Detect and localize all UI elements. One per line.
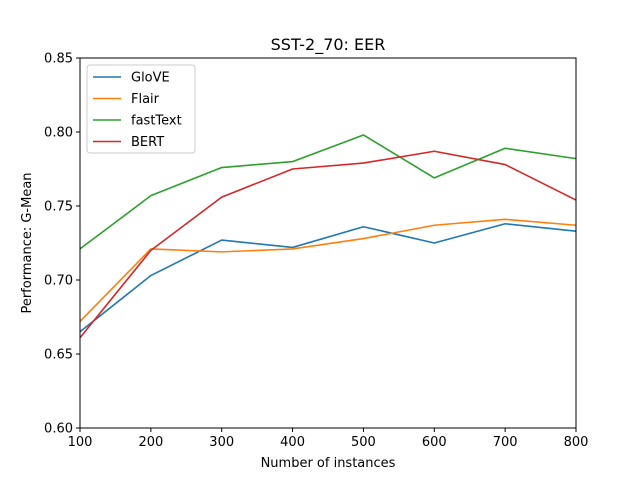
legend-label: fastText — [131, 114, 182, 129]
y-tick-label: 0.65 — [44, 348, 73, 363]
series-line-fasttext — [79, 134, 577, 250]
x-axis-label: Number of instances — [261, 456, 396, 471]
y-tick-label: 0.85 — [44, 52, 73, 67]
legend-label: Flair — [131, 92, 160, 107]
y-axis: 0.60 0.65 0.70 0.75 0.80 0.85 — [44, 52, 80, 437]
x-tick-label: 400 — [280, 435, 305, 450]
y-tick-label: 0.60 — [44, 422, 73, 437]
y-axis-label: Performance: G-Mean — [20, 172, 35, 313]
legend: GloVE Flair fastText BERT — [86, 64, 196, 154]
x-tick-label: 200 — [138, 435, 163, 450]
legend-label: GloVE — [131, 71, 170, 86]
y-tick-label: 0.80 — [44, 126, 73, 141]
x-axis: 100 200 300 400 500 600 700 800 — [68, 428, 589, 450]
x-tick-label: 800 — [564, 435, 589, 450]
legend-box — [86, 64, 196, 154]
plot-area — [79, 134, 577, 339]
x-tick-label: 100 — [68, 435, 93, 450]
y-tick-label: 0.75 — [44, 200, 73, 215]
x-tick-label: 600 — [422, 435, 447, 450]
x-tick-label: 700 — [493, 435, 518, 450]
chart-title: SST-2_70: EER — [271, 35, 386, 55]
legend-label: BERT — [131, 135, 164, 150]
series-line-bert — [79, 150, 577, 339]
series-line-flair — [79, 218, 577, 322]
series-line-glove — [79, 222, 577, 333]
y-tick-label: 0.70 — [44, 274, 73, 289]
x-tick-label: 500 — [351, 435, 376, 450]
plot-frame — [79, 57, 577, 429]
x-tick-label: 300 — [209, 435, 234, 450]
